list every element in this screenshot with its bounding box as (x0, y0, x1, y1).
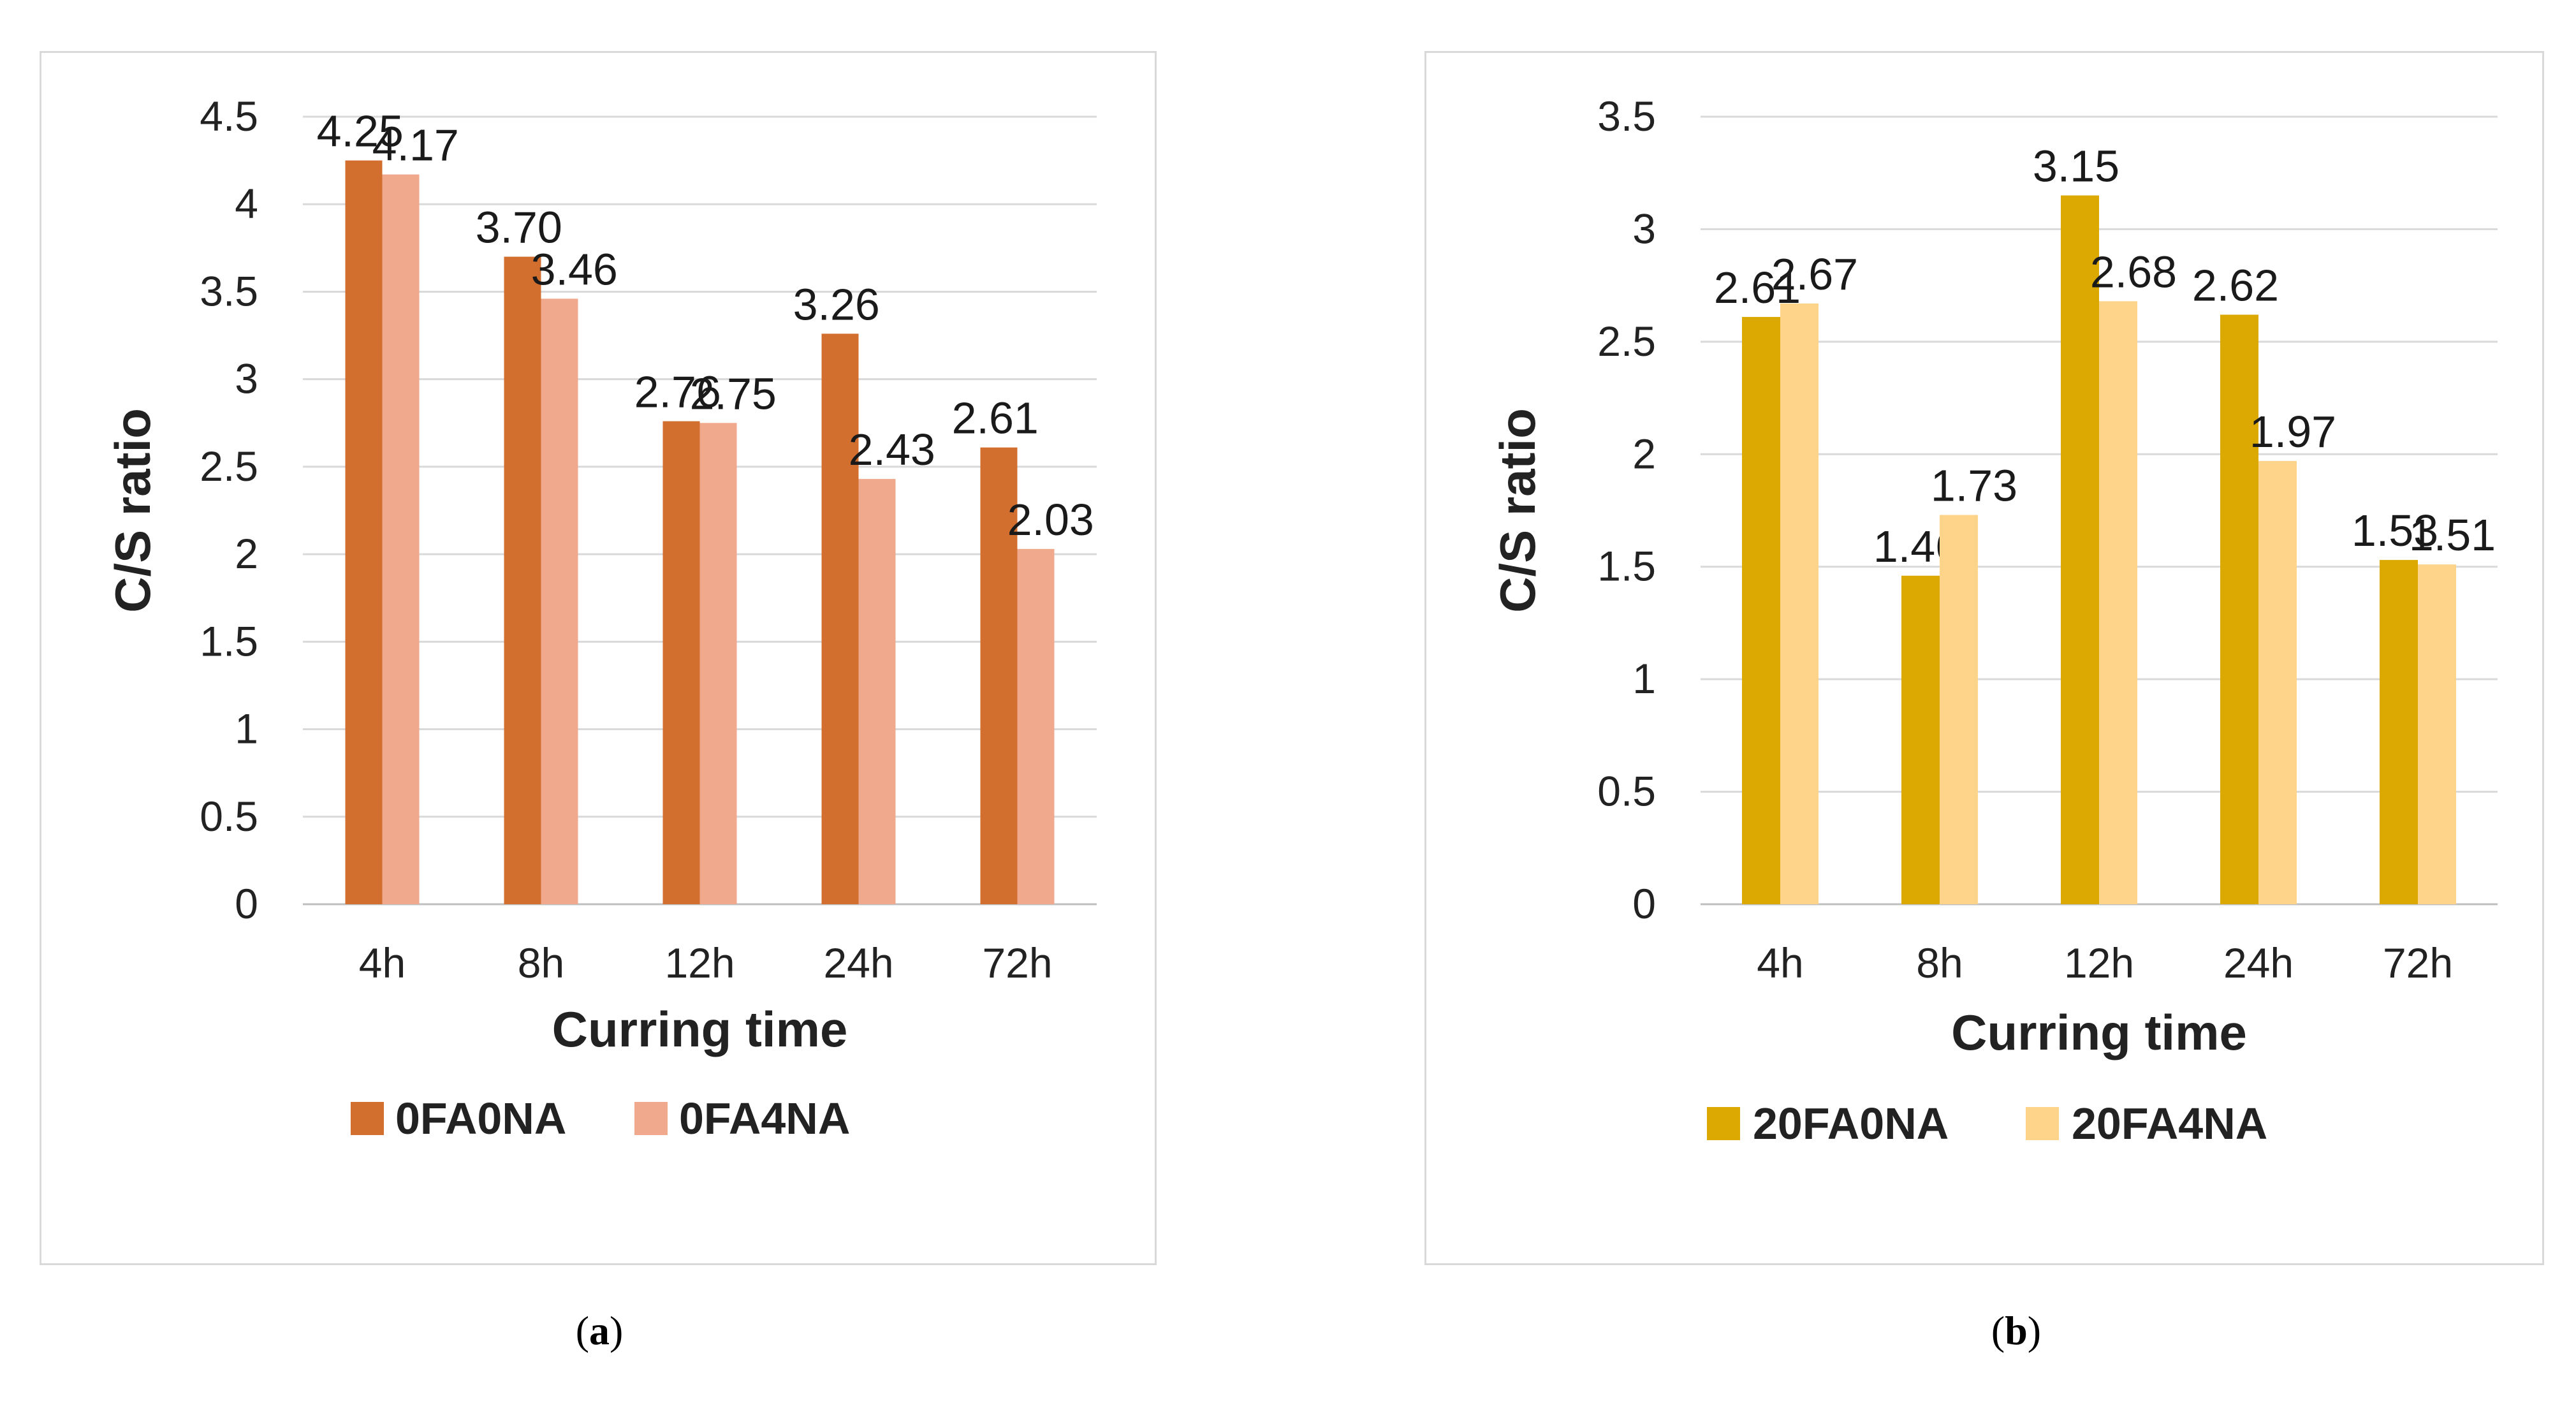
bar-0FA0NA-72h (980, 447, 1018, 904)
x-tick-label: 4h (359, 939, 406, 986)
y-tick-label: 3.5 (200, 267, 258, 314)
y-tick-label: 2 (1632, 430, 1656, 477)
data-label-20FA0NA-12h: 3.15 (2033, 142, 2119, 191)
legend-label-0FA0NA: 0FA0NA (395, 1094, 566, 1143)
bar-0FA0NA-8h (504, 256, 541, 904)
chart-panel-a: 0 0.5 1 1.5 2 2.5 3 3.5 4 4.5 4.25 4.17 4h 3.70 3.46 8h… (40, 51, 1157, 1265)
bar-0FA4NA-24h (858, 479, 896, 904)
data-label-20FA4NA-4h: 2.67 (1771, 249, 1858, 299)
data-label-0FA4NA-24h: 2.43 (849, 425, 935, 474)
y-axis-title: C/S ratio (105, 408, 161, 613)
legend-label-20FA4NA: 20FA4NA (2072, 1099, 2267, 1148)
legend-swatch-0FA4NA (634, 1102, 668, 1135)
data-label-20FA4NA-8h: 1.73 (1931, 461, 2017, 511)
y-tick-label: 0.5 (200, 793, 258, 840)
bar-20FA0NA-24h (2220, 314, 2258, 904)
x-tick-label: 24h (2223, 939, 2294, 986)
bar-20FA4NA-4h (1780, 303, 1819, 904)
bar-20FA0NA-4h (1742, 317, 1780, 904)
data-label-20FA4NA-24h: 1.97 (2250, 407, 2336, 457)
bar-20FA4NA-8h (1940, 515, 1978, 904)
x-axis-title: Curring time (1951, 1004, 2247, 1060)
bar-0FA0NA-4h (345, 160, 383, 905)
bar-0FA4NA-4h (382, 174, 420, 904)
x-tick-label: 24h (823, 939, 893, 986)
bar-20FA0NA-72h (2380, 560, 2418, 904)
x-tick-label: 72h (2383, 939, 2453, 986)
bar-0FA4NA-12h (699, 423, 737, 904)
y-tick-label: 0.5 (1597, 768, 1656, 815)
data-label-0FA4NA-72h: 2.03 (1007, 495, 1094, 545)
data-label-0FA0NA-12h: 2.76 (634, 367, 721, 417)
y-tick-label: 3.5 (1597, 92, 1656, 140)
legend-label-0FA4NA: 0FA4NA (679, 1094, 850, 1143)
y-tick-label: 1 (1632, 655, 1656, 702)
data-label-0FA4NA-12h: 2.75 (690, 369, 777, 418)
caption-a: (a) (575, 1308, 624, 1353)
chart-panel-b: 0 0.5 1 1.5 2 2.5 3 3.5 2.61 2.67 4h 1.46 1.73 8h 3.15… (1424, 51, 2544, 1265)
x-axis-title: Curring time (552, 1001, 848, 1057)
y-tick-label: 4 (235, 180, 258, 227)
bar-20FA4NA-24h (2258, 460, 2297, 904)
legend-swatch-20FA4NA (2026, 1107, 2059, 1140)
bar-0FA0NA-12h (662, 421, 700, 904)
data-label-0FA0NA-8h: 3.70 (476, 203, 562, 253)
legend-swatch-20FA0NA (1707, 1107, 1740, 1140)
bar-20FA4NA-72h (2418, 564, 2456, 904)
legend-swatch-0FA0NA (351, 1102, 384, 1135)
legend-label-20FA0NA: 20FA0NA (1753, 1099, 1949, 1148)
y-tick-label: 0 (1632, 880, 1656, 927)
chart-a: 0 0.5 1 1.5 2 2.5 3 3.5 4 4.5 4.254.17 4h 3.703.46 8h… (105, 92, 1097, 1143)
y-tick-label: 0 (235, 880, 258, 927)
y-tick-label: 2.5 (200, 443, 258, 490)
data-label-20FA0NA-24h: 2.62 (2192, 261, 2279, 311)
bar-0FA4NA-8h (541, 298, 578, 904)
bar-20FA0NA-12h (2061, 195, 2099, 904)
y-tick-label: 2 (235, 530, 258, 577)
bar-20FA4NA-12h (2099, 301, 2137, 904)
y-tick-label: 1.5 (1597, 543, 1656, 590)
y-axis-title: C/S ratio (1489, 408, 1546, 613)
x-tick-label: 8h (1916, 939, 1963, 986)
y-tick-label: 1.5 (200, 617, 258, 664)
x-tick-label: 4h (1757, 939, 1803, 986)
caption-b: (b) (1991, 1308, 2042, 1353)
data-label-20FA4NA-72h: 1.51 (2409, 510, 2496, 560)
y-tick-label: 3 (1632, 205, 1656, 252)
x-tick-label: 8h (518, 939, 564, 986)
data-label-0FA0NA-24h: 3.26 (793, 279, 880, 329)
data-label-0FA0NA-72h: 2.61 (952, 393, 1039, 443)
bar-0FA0NA-24h (821, 334, 859, 904)
bar-0FA4NA-72h (1017, 548, 1055, 904)
y-tick-label: 4.5 (200, 92, 258, 140)
data-label-0FA4NA-8h: 3.46 (531, 244, 618, 294)
x-tick-label: 12h (2064, 939, 2134, 986)
data-label-20FA4NA-12h: 2.68 (2090, 247, 2177, 297)
y-tick-label: 1 (235, 705, 258, 752)
caption-b-letter: b (2005, 1308, 2028, 1353)
data-label-0FA4NA-4h: 4.17 (372, 121, 459, 170)
y-tick-label: 3 (235, 355, 258, 402)
data-label-0FA0NA-4h: 4.25 (317, 106, 404, 156)
caption-a-letter: a (589, 1308, 610, 1353)
data-label-20FA0NA-72h: 1.53 (2352, 506, 2438, 555)
x-tick-label: 12h (664, 939, 735, 986)
bar-20FA0NA-8h (1901, 575, 1940, 904)
x-tick-label: 72h (982, 939, 1052, 986)
y-tick-label: 2.5 (1597, 318, 1656, 365)
chart-b: 00.511.522.533.52.612.674h1.461.738h3.15… (1489, 92, 2498, 1148)
